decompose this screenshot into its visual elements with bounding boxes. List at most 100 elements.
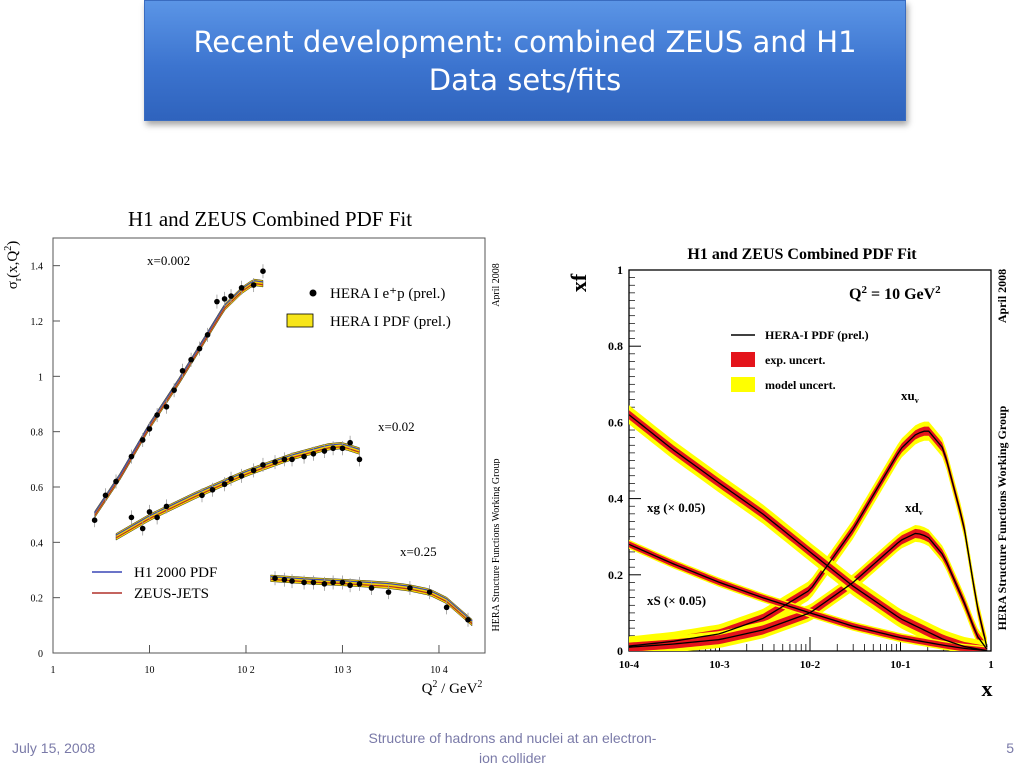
data-point: [289, 578, 295, 584]
left-ytick-label: 0.4: [31, 538, 44, 549]
left-side-label-group: HERA Structure Functions Working Group: [491, 459, 500, 632]
data-point: [321, 581, 328, 587]
left-series-label-2: x=0.25: [400, 544, 437, 559]
data-point: [91, 517, 98, 523]
data-point: [171, 387, 177, 393]
zeus-pdf-line-1: [115, 446, 360, 539]
left-side-label-date: April 2008: [491, 263, 500, 307]
right-xtick-label: 10-2: [800, 659, 821, 671]
legend-line-label: HERA-I PDF (prel.): [765, 328, 869, 342]
label-xuv: xuv: [901, 388, 919, 405]
data-point: [196, 345, 203, 352]
zeus-pdf-line-0: [94, 282, 264, 517]
data-point: [146, 426, 153, 432]
h1-pdf-line-0: [94, 280, 264, 514]
data-point: [347, 582, 353, 589]
data-point: [113, 478, 119, 485]
data-point: [301, 453, 307, 460]
legend-band-label: HERA I PDF (prel.): [330, 314, 451, 330]
data-point: [204, 332, 211, 338]
data-point: [238, 285, 245, 291]
data-point: [139, 437, 146, 443]
data-point: [250, 282, 257, 288]
right-chart-title: H1 and ZEUS Combined PDF Fit: [687, 246, 917, 263]
data-point: [102, 492, 109, 499]
legend-exp-swatch: [731, 352, 755, 367]
left-xlabel: Q2 / GeV2: [422, 679, 483, 697]
right-chart: H1 and ZEUS Combined PDF Fit 10-4 10-3 10-…: [566, 246, 1009, 700]
footer-date: July 15, 2008: [12, 740, 96, 756]
right-side-label-date: April 2008: [995, 269, 1009, 323]
data-point: [310, 579, 317, 586]
data-point: [128, 514, 135, 521]
left-axes: 0 0.2 0.4 0.6 0.8 1 1.2 1.4 1 10 10 2 10 3 10 4: [31, 262, 448, 676]
data-point: [209, 486, 216, 493]
left-xtick-label: 10 2: [237, 665, 255, 676]
right-xtick-label: 1: [988, 659, 994, 671]
data-point: [221, 296, 228, 302]
label-xdv: xdv: [905, 500, 923, 517]
left-ytick-label: 0.6: [31, 483, 44, 494]
data-point: [281, 576, 288, 583]
data-point: [426, 589, 433, 595]
data-point: [272, 459, 278, 465]
slide-title-box: Recent development: combined ZEUS and H1…: [144, 0, 906, 121]
left-data-points: [91, 264, 471, 627]
right-scale-note: Q2 = 10 GeV2: [849, 284, 941, 303]
data-point: [250, 467, 257, 474]
data-point: [154, 514, 160, 521]
right-ylabel: xf: [566, 273, 591, 292]
right-uncertainty-bands: [629, 405, 987, 651]
data-point: [407, 585, 413, 591]
pdf-band-0: [94, 278, 264, 519]
data-point: [321, 448, 328, 454]
right-ytick-label: 0.6: [608, 415, 623, 429]
data-point: [339, 445, 346, 452]
left-chart-title: H1 and ZEUS Combined PDF Fit: [128, 207, 412, 231]
left-xtick-label: 1: [51, 665, 56, 676]
left-series-label-0: x=0.002: [147, 253, 190, 268]
data-point: [221, 481, 228, 488]
left-ytick-label: 0.2: [31, 594, 44, 605]
right-ytick-label: 0: [617, 644, 623, 658]
legend-data-marker: [309, 289, 317, 297]
data-point: [289, 456, 295, 463]
data-point: [146, 509, 153, 515]
left-xtick-label: 10 3: [334, 665, 352, 676]
data-point: [163, 403, 170, 410]
left-chart: H1 and ZEUS Combined PDF Fit 00.20.40.60…: [3, 207, 500, 697]
data-point: [443, 604, 450, 611]
data-point: [154, 412, 160, 418]
right-ytick-label: 1: [617, 263, 623, 277]
data-point: [330, 445, 336, 452]
data-point: [139, 525, 146, 532]
right-xtick-label: 10-4: [619, 659, 640, 671]
data-point: [368, 585, 375, 591]
legend-zeus-label: ZEUS-JETS: [134, 586, 209, 602]
legend-model-swatch: [731, 377, 755, 392]
data-point: [188, 356, 194, 363]
data-point: [238, 473, 245, 479]
data-point: [356, 456, 363, 463]
data-point: [260, 462, 266, 468]
h1-pdf-line-1: [115, 443, 360, 536]
right-xtick-label: 10-3: [709, 659, 730, 671]
page-number: 5: [1006, 740, 1014, 756]
legend-h1-label: H1 2000 PDF: [134, 565, 217, 581]
data-point: [128, 453, 135, 460]
data-point: [330, 579, 336, 586]
right-side-label-group: HERA Structure Functions Working Group: [995, 405, 1009, 630]
data-point: [260, 268, 266, 274]
data-point: [163, 503, 170, 510]
legend-model-label: model uncert.: [765, 378, 836, 392]
right-pdf-lines: [628, 414, 988, 652]
data-point: [228, 293, 234, 299]
left-ytick-label: 0: [38, 649, 43, 660]
data-point: [179, 368, 186, 374]
data-point: [272, 575, 278, 582]
data-point: [385, 589, 392, 595]
left-ytick-label: 1: [38, 372, 43, 383]
pdf-line-xuv: [628, 430, 988, 648]
legend-band-swatch: [286, 313, 314, 328]
data-point: [199, 492, 205, 499]
